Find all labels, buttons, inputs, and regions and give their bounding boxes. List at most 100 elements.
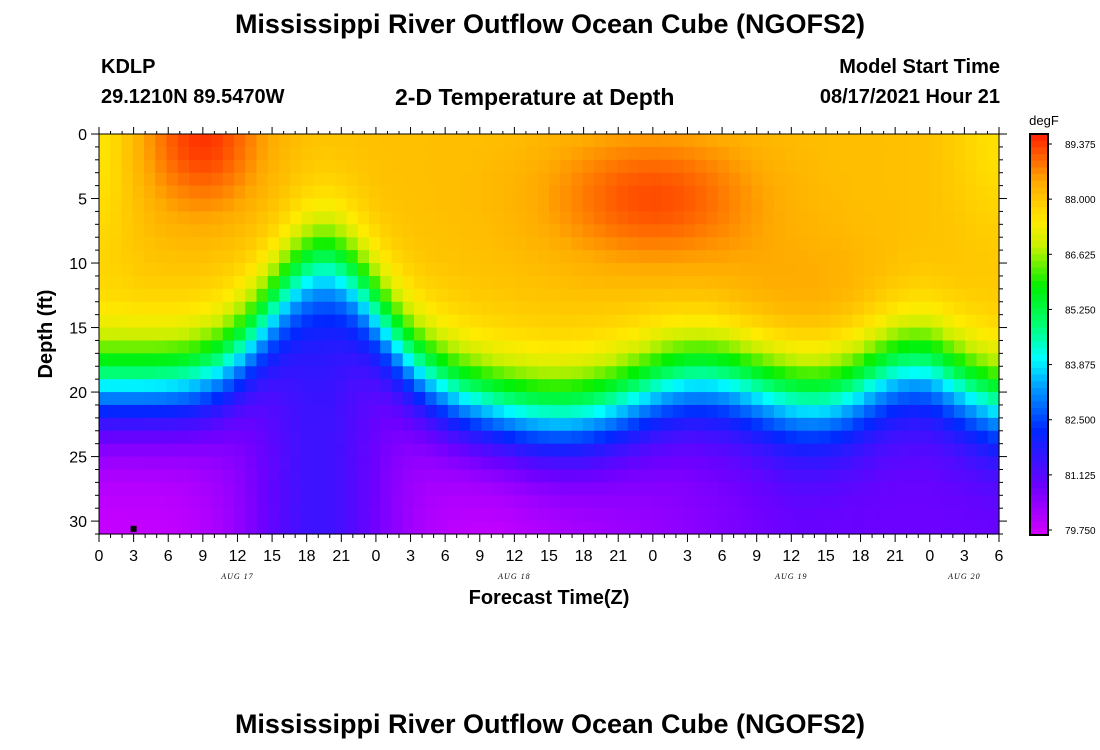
heatmap-cell: [177, 366, 190, 380]
heatmap-cell: [504, 211, 516, 225]
heatmap-cell: [537, 353, 550, 367]
heatmap-cell: [515, 211, 528, 225]
x-tick-label: 6: [718, 548, 727, 565]
heatmap-cell: [841, 340, 854, 354]
heatmap-cell: [436, 250, 449, 264]
heatmap-cell: [357, 340, 370, 354]
heatmap-cell: [436, 404, 449, 419]
heatmap-cell: [256, 134, 269, 148]
heatmap-cell: [650, 482, 663, 496]
heatmap-cell: [459, 198, 471, 213]
heatmap-cell: [290, 211, 303, 225]
heatmap-cell: [684, 224, 696, 238]
heatmap-cell: [762, 366, 775, 380]
heatmap-cell: [459, 250, 471, 264]
heatmap-cell: [560, 443, 573, 458]
heatmap-cell: [684, 482, 696, 496]
heatmap-cell: [684, 469, 696, 483]
heatmap-cell: [864, 508, 876, 522]
heatmap-cell: [335, 456, 348, 471]
colorbar-segment: [1030, 247, 1048, 255]
heatmap-cell: [470, 211, 483, 225]
heatmap-cell: [627, 482, 640, 496]
heatmap-cell: [627, 275, 640, 290]
heatmap-cell: [897, 469, 910, 483]
heatmap-cell: [785, 443, 798, 458]
heatmap-cell: [909, 275, 921, 290]
heatmap-cell: [132, 185, 145, 200]
heatmap-cell: [774, 159, 786, 174]
heatmap-cell: [762, 237, 775, 251]
heatmap-cell: [414, 404, 426, 419]
heatmap-cell: [661, 430, 674, 445]
heatmap-cell: [425, 185, 438, 200]
heatmap-cell: [177, 495, 190, 509]
heatmap-cell: [661, 327, 674, 342]
heatmap-cell: [875, 314, 888, 329]
heatmap-cell: [695, 469, 708, 483]
heatmap-cell: [886, 134, 899, 148]
heatmap-cell: [740, 340, 753, 354]
heatmap-cell: [335, 159, 348, 174]
heatmap-cell: [931, 250, 944, 264]
heatmap-cell: [155, 469, 168, 483]
heatmap-cell: [785, 366, 798, 380]
heatmap-cell: [256, 224, 269, 238]
heatmap-cell: [762, 275, 775, 290]
heatmap-cell: [155, 482, 168, 496]
heatmap-cell: [492, 340, 505, 354]
heatmap-cell: [324, 198, 336, 213]
heatmap-cell: [470, 224, 483, 238]
heatmap-cell: [414, 146, 426, 161]
heatmap-cell: [189, 275, 201, 290]
heatmap-cell: [819, 443, 831, 458]
heatmap-cell: [301, 340, 314, 354]
heatmap-cell: [639, 392, 651, 406]
heatmap-cell: [774, 366, 786, 380]
heatmap-cell: [324, 250, 336, 264]
heatmap-cell: [852, 417, 865, 432]
heatmap-cell: [616, 211, 629, 225]
heatmap-cell: [740, 430, 753, 445]
heatmap-cell: [605, 366, 618, 380]
heatmap-cell: [605, 392, 618, 406]
heatmap-cell: [830, 495, 843, 509]
heatmap-cell: [931, 353, 944, 367]
heatmap-cell: [481, 392, 494, 406]
heatmap-cell: [256, 340, 269, 354]
heatmap-cell: [346, 443, 359, 458]
heatmap-cell: [661, 366, 674, 380]
heatmap-cell: [324, 392, 336, 406]
heatmap-cell: [965, 301, 978, 316]
heatmap-cell: [819, 301, 831, 316]
heatmap-cell: [785, 134, 798, 148]
heatmap-cell: [886, 146, 899, 161]
heatmap-cell: [627, 443, 640, 458]
heatmap-cell: [931, 288, 944, 303]
heatmap-cell: [920, 379, 933, 393]
heatmap-cell: [481, 301, 494, 316]
heatmap-cell: [335, 430, 348, 445]
heatmap-cell: [515, 392, 528, 406]
heatmap-cell: [897, 288, 910, 303]
heatmap-cell: [234, 443, 246, 458]
heatmap-cell: [841, 327, 854, 342]
heatmap-cell: [335, 482, 348, 496]
heatmap-cell: [571, 456, 584, 471]
heatmap-cell: [931, 211, 944, 225]
heatmap-cell: [571, 353, 584, 367]
heatmap-cell: [785, 224, 798, 238]
heatmap-cell: [627, 521, 640, 535]
heatmap-cell: [132, 159, 145, 174]
heatmap-cell: [189, 172, 201, 187]
heatmap-cell: [470, 314, 483, 329]
heatmap-cell: [706, 301, 719, 316]
heatmap-cell: [447, 340, 460, 354]
heatmap-cell: [211, 134, 224, 148]
heatmap-cell: [110, 172, 123, 187]
heatmap-cell: [852, 443, 865, 458]
heatmap-cell: [267, 340, 280, 354]
heatmap-cell: [875, 198, 888, 213]
heatmap-cell: [762, 443, 775, 458]
colorbar-segment: [1030, 167, 1048, 175]
